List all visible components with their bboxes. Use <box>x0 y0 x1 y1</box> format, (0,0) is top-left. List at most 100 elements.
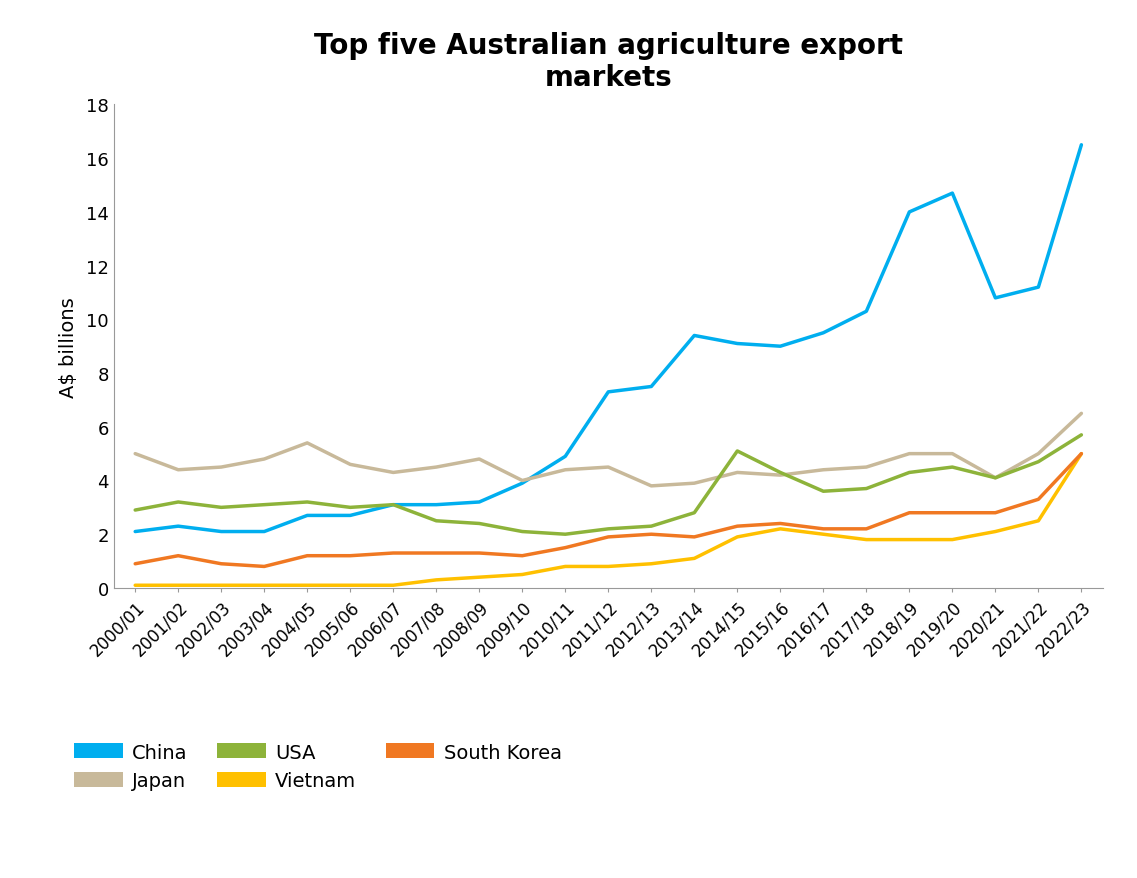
South Korea <box>645 529 658 540</box>
Vietnam <box>430 575 443 586</box>
Japan <box>128 449 142 459</box>
USA <box>128 505 142 515</box>
South Korea <box>128 559 142 570</box>
China <box>128 527 142 537</box>
South Korea <box>1074 449 1088 459</box>
South Korea <box>816 524 830 535</box>
Japan <box>473 454 487 464</box>
Japan <box>257 454 271 464</box>
China <box>558 451 572 462</box>
Vietnam <box>730 532 744 543</box>
Japan <box>558 465 572 476</box>
Japan <box>300 438 314 449</box>
South Korea <box>946 507 960 518</box>
China <box>816 328 830 339</box>
South Korea <box>558 543 572 553</box>
Japan <box>860 463 873 473</box>
Line: Japan: Japan <box>135 414 1081 486</box>
China <box>515 479 529 489</box>
Vietnam <box>558 562 572 572</box>
Japan <box>343 459 357 470</box>
China <box>257 527 271 537</box>
Line: South Korea: South Korea <box>135 454 1081 567</box>
USA <box>215 502 229 513</box>
China <box>1074 140 1088 151</box>
South Korea <box>1031 494 1045 505</box>
South Korea <box>730 522 744 532</box>
Vietnam <box>128 580 142 591</box>
Vietnam <box>988 527 1002 537</box>
USA <box>473 519 487 529</box>
USA <box>430 516 443 527</box>
South Korea <box>773 519 787 529</box>
South Korea <box>988 507 1002 518</box>
South Korea <box>473 548 487 558</box>
South Korea <box>860 524 873 535</box>
Vietnam <box>1074 449 1088 459</box>
South Korea <box>601 532 615 543</box>
Japan <box>601 463 615 473</box>
South Korea <box>430 548 443 558</box>
USA <box>343 502 357 513</box>
China <box>300 511 314 522</box>
South Korea <box>343 551 357 561</box>
China <box>601 387 615 398</box>
Line: USA: USA <box>135 435 1081 535</box>
Japan <box>515 476 529 486</box>
China <box>688 331 702 342</box>
Vietnam <box>343 580 357 591</box>
Japan <box>215 463 229 473</box>
USA <box>903 468 916 479</box>
China <box>1031 283 1045 293</box>
Line: Vietnam: Vietnam <box>135 454 1081 586</box>
China <box>903 207 916 218</box>
Japan <box>172 465 185 476</box>
Vietnam <box>172 580 185 591</box>
Title: Top five Australian agriculture export
markets: Top five Australian agriculture export m… <box>314 32 903 92</box>
China <box>473 497 487 507</box>
Japan <box>1031 449 1045 459</box>
Japan <box>430 463 443 473</box>
USA <box>773 468 787 479</box>
Japan <box>773 471 787 481</box>
Vietnam <box>257 580 271 591</box>
Vietnam <box>860 535 873 545</box>
Japan <box>688 479 702 489</box>
Japan <box>1074 408 1088 419</box>
Japan <box>816 465 830 476</box>
Y-axis label: A$ billions: A$ billions <box>59 297 77 397</box>
Legend: China, Japan, USA, Vietnam, South Korea: China, Japan, USA, Vietnam, South Korea <box>74 743 562 790</box>
China <box>343 511 357 522</box>
Japan <box>730 468 744 479</box>
USA <box>300 497 314 507</box>
China <box>946 189 960 199</box>
China <box>860 306 873 317</box>
USA <box>1031 457 1045 467</box>
Vietnam <box>601 562 615 572</box>
Vietnam <box>515 570 529 580</box>
USA <box>601 524 615 535</box>
Line: China: China <box>135 146 1081 532</box>
China <box>645 382 658 392</box>
USA <box>730 446 744 457</box>
USA <box>988 473 1002 484</box>
Vietnam <box>300 580 314 591</box>
USA <box>688 507 702 518</box>
USA <box>257 500 271 510</box>
China <box>172 522 185 532</box>
Vietnam <box>215 580 229 591</box>
USA <box>387 500 400 510</box>
China <box>773 342 787 352</box>
Japan <box>988 473 1002 484</box>
Vietnam <box>903 535 916 545</box>
USA <box>816 486 830 497</box>
South Korea <box>387 548 400 558</box>
China <box>988 293 1002 304</box>
Japan <box>645 481 658 492</box>
Vietnam <box>473 572 487 583</box>
Vietnam <box>773 524 787 535</box>
Japan <box>946 449 960 459</box>
Vietnam <box>688 553 702 564</box>
Vietnam <box>816 529 830 540</box>
South Korea <box>688 532 702 543</box>
